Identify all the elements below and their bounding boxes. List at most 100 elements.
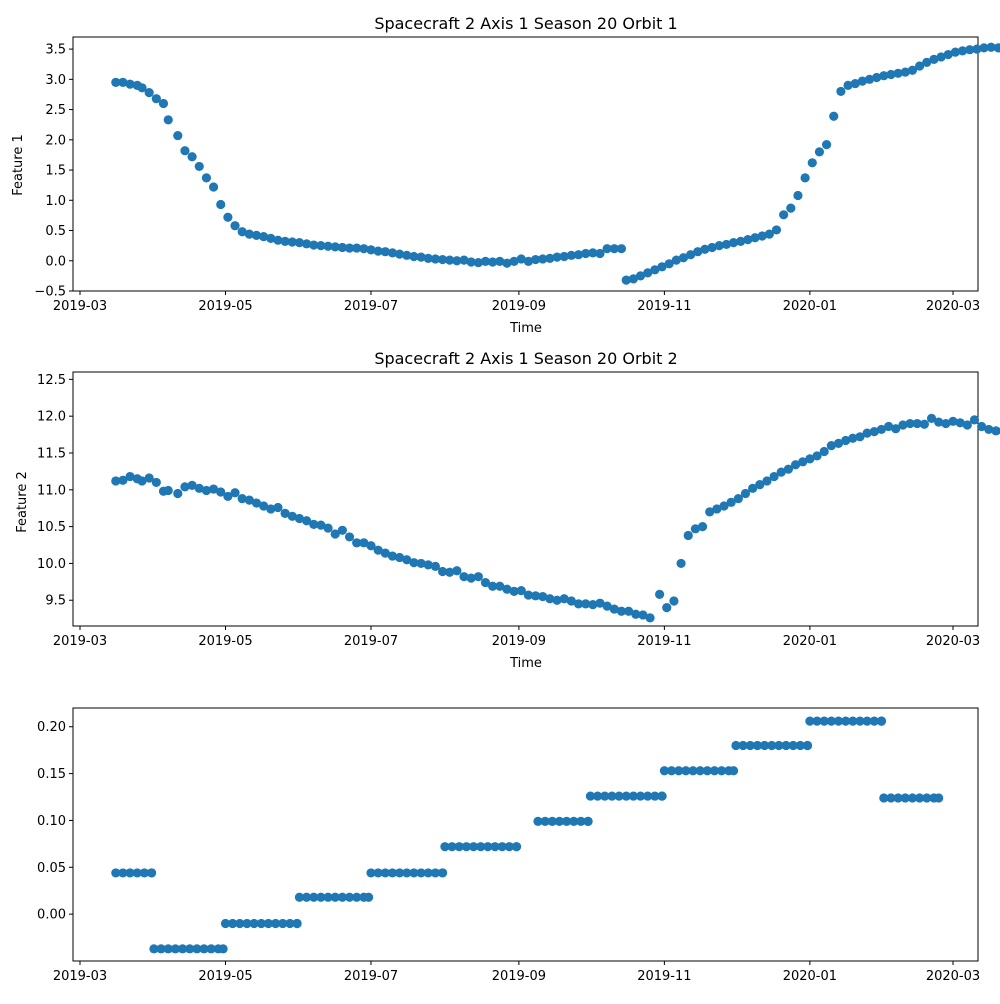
data-point bbox=[616, 244, 627, 254]
y-tick-label: 1.0 bbox=[45, 194, 66, 209]
data-point bbox=[769, 471, 779, 482]
data-point bbox=[695, 766, 705, 776]
data-point bbox=[423, 253, 433, 263]
data-point bbox=[273, 502, 283, 513]
data-point bbox=[149, 944, 159, 954]
data-point bbox=[220, 918, 231, 929]
data-point bbox=[781, 740, 791, 751]
data-point bbox=[430, 868, 440, 878]
data-point bbox=[669, 596, 679, 606]
x-tick-label: 2019-09 bbox=[492, 969, 546, 984]
data-point bbox=[864, 74, 875, 84]
data-point bbox=[323, 892, 333, 902]
x-tick-label: 2019-03 bbox=[53, 969, 107, 984]
data-point bbox=[826, 716, 836, 726]
x-tick-label: 2019-07 bbox=[344, 299, 398, 314]
data-point bbox=[359, 538, 369, 548]
data-point bbox=[294, 892, 305, 902]
data-point bbox=[805, 716, 815, 726]
data-point bbox=[774, 740, 784, 751]
plot-title: Spacecraft 2 Axis 1 Season 20 Orbit 1 bbox=[374, 14, 677, 33]
data-point bbox=[697, 522, 708, 532]
data-point bbox=[805, 454, 815, 464]
data-point bbox=[657, 262, 667, 272]
data-point bbox=[118, 868, 128, 878]
data-point bbox=[266, 233, 276, 243]
data-point bbox=[316, 520, 326, 530]
data-point bbox=[144, 473, 154, 483]
data-point bbox=[294, 513, 305, 524]
data-point bbox=[915, 793, 925, 803]
data-point bbox=[530, 254, 541, 265]
y-tick-label: 0.10 bbox=[37, 814, 66, 829]
y-tick-label: 0.05 bbox=[37, 861, 66, 876]
data-point bbox=[762, 476, 772, 486]
data-point bbox=[886, 793, 896, 803]
data-point bbox=[445, 255, 455, 265]
x-tick-label: 2019-03 bbox=[53, 299, 107, 314]
data-point bbox=[538, 254, 548, 264]
data-point bbox=[912, 418, 922, 429]
data-point bbox=[957, 46, 968, 56]
data-point bbox=[559, 594, 569, 604]
data-point bbox=[352, 243, 362, 253]
data-point bbox=[359, 244, 369, 254]
data-point bbox=[287, 511, 297, 521]
data-point bbox=[943, 49, 953, 60]
data-point bbox=[638, 610, 648, 620]
data-point bbox=[798, 457, 808, 467]
data-point bbox=[900, 793, 910, 803]
data-point bbox=[759, 740, 770, 751]
data-point bbox=[302, 239, 312, 249]
data-point bbox=[533, 816, 543, 826]
data-point bbox=[609, 604, 619, 614]
data-point bbox=[473, 257, 483, 268]
data-point bbox=[395, 552, 405, 563]
data-point bbox=[977, 421, 987, 432]
data-point bbox=[821, 140, 832, 150]
data-point bbox=[850, 78, 860, 89]
data-point bbox=[523, 590, 534, 600]
data-point bbox=[445, 567, 455, 577]
data-point bbox=[884, 421, 894, 432]
x-tick-label: 2019-09 bbox=[492, 634, 546, 649]
y-axis-label: Feature 2 bbox=[15, 471, 30, 533]
data-point bbox=[151, 94, 161, 104]
data-point bbox=[576, 816, 586, 826]
data-point bbox=[569, 816, 579, 826]
y-tick-label: 3.5 bbox=[45, 43, 66, 58]
data-point bbox=[926, 413, 937, 423]
data-point bbox=[950, 47, 960, 57]
data-point bbox=[344, 243, 355, 253]
data-point bbox=[118, 475, 128, 485]
data-point bbox=[979, 43, 989, 53]
data-point bbox=[495, 581, 505, 591]
data-point bbox=[819, 716, 829, 726]
data-point bbox=[650, 265, 660, 275]
data-point bbox=[330, 529, 340, 539]
data-point bbox=[206, 944, 216, 954]
data-point bbox=[387, 551, 398, 561]
data-point bbox=[907, 793, 918, 803]
data-point bbox=[337, 242, 347, 253]
data-point bbox=[941, 418, 951, 429]
data-point bbox=[807, 158, 817, 168]
data-point bbox=[621, 791, 631, 801]
data-point bbox=[585, 791, 596, 801]
data-point bbox=[146, 868, 157, 878]
data-point bbox=[118, 77, 128, 87]
data-point bbox=[731, 740, 741, 751]
data-point bbox=[285, 918, 295, 929]
data-point bbox=[344, 532, 355, 542]
x-tick-label: 2020-03 bbox=[926, 299, 980, 314]
data-point bbox=[287, 237, 297, 247]
data-point bbox=[468, 842, 479, 852]
data-point bbox=[151, 477, 161, 488]
data-point bbox=[855, 432, 865, 442]
data-point bbox=[812, 451, 822, 461]
data-point bbox=[387, 248, 398, 258]
data-point bbox=[380, 548, 390, 558]
data-point bbox=[144, 88, 154, 98]
data-point bbox=[270, 918, 281, 929]
data-point bbox=[409, 251, 419, 262]
